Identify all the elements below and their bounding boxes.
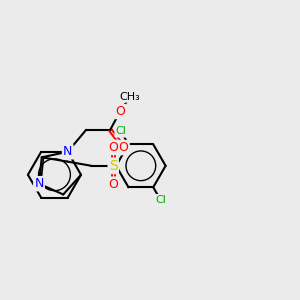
Text: Cl: Cl <box>155 195 166 205</box>
Text: N: N <box>63 145 72 158</box>
Text: O: O <box>108 178 118 191</box>
Text: CH₃: CH₃ <box>120 92 140 102</box>
Text: Cl: Cl <box>116 127 127 136</box>
Text: S: S <box>109 159 118 173</box>
Text: O: O <box>119 141 129 154</box>
Text: O: O <box>115 105 125 118</box>
Text: N: N <box>34 177 44 190</box>
Text: O: O <box>108 141 118 154</box>
